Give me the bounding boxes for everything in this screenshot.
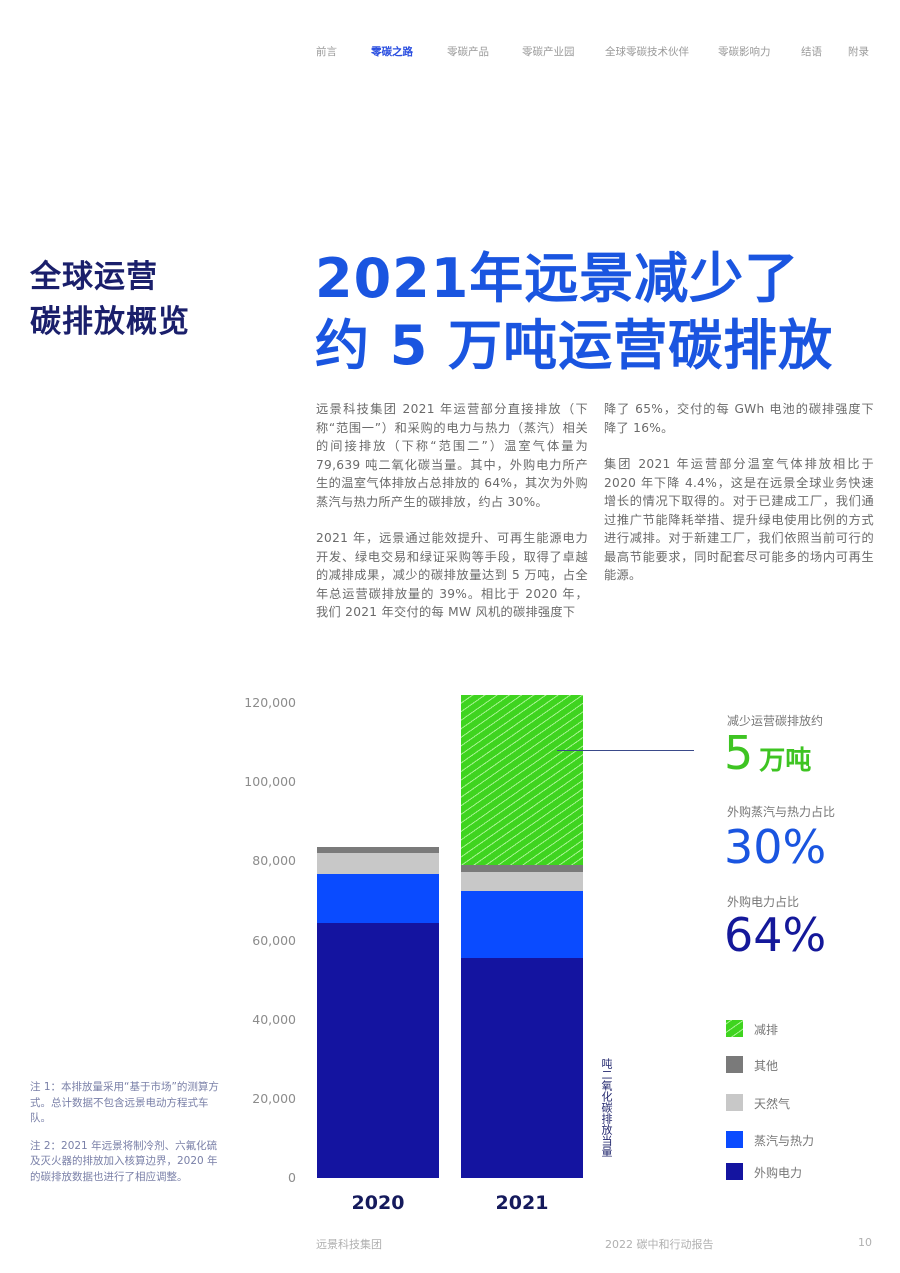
bar-segment xyxy=(317,847,439,853)
footer-company: 远景科技集团 xyxy=(316,1238,382,1251)
legend-label: 其他 xyxy=(754,1059,779,1073)
bar-segment xyxy=(461,872,583,892)
bar-segment xyxy=(461,864,583,873)
bar-2020 xyxy=(317,847,439,1178)
stat-reduction-label: 减少运营碳排放约 xyxy=(727,714,824,728)
legend-label: 减排 xyxy=(754,1023,779,1037)
x-axis-label: 2021 xyxy=(495,1192,549,1214)
y-tick-label: 0 xyxy=(288,1170,296,1185)
legend-swatch-icon xyxy=(726,1094,743,1111)
y-tick-label: 20,000 xyxy=(252,1090,296,1106)
stat-reduction-value: 5 万吨 xyxy=(724,728,811,786)
y-tick-label: 60,000 xyxy=(252,932,296,948)
nav-item[interactable]: 零碳产品 xyxy=(447,46,489,58)
stat-electricity-label: 外购电力占比 xyxy=(727,895,800,909)
stat-steam-value: 30% xyxy=(724,820,827,874)
legend-label: 蒸汽与热力 xyxy=(754,1134,815,1148)
body-paragraph: 2021 年，远景通过能效提升、可再生能源电力开发、绿电交易和绿证采购等手段，取… xyxy=(316,531,588,619)
stat-reduction-unit: 万吨 xyxy=(759,746,812,776)
stat-reduction-number: 5 xyxy=(724,726,754,780)
footnotes: 注 1：本排放量采用“基于市场”的测算方式。总计数据不包含远景电动方程式车队。 … xyxy=(30,1080,225,1197)
stat-steam-label: 外购蒸汽与热力占比 xyxy=(727,805,836,819)
y-tick-label: 40,000 xyxy=(252,1011,296,1027)
body-column-2: 降了 65%，交付的每 GWh 电池的碳排强度下降了 16%。 集团 2021 … xyxy=(604,400,874,603)
page-headline: 2021年远景减少了 约 5 万吨运营碳排放 xyxy=(315,245,833,379)
legend-label: 外购电力 xyxy=(754,1166,803,1180)
y-axis-label: 吨二氧化碳排放当量 xyxy=(600,1058,613,1157)
bar-segment xyxy=(317,873,439,923)
section-title-line2: 碳排放概览 xyxy=(30,304,190,340)
body-paragraph: 集团 2021 年运营部分温室气体排放相比于 2020 年下降 4.4%，这是在… xyxy=(604,457,874,582)
legend-label: 天然气 xyxy=(754,1097,791,1111)
bar-2021 xyxy=(461,694,583,1178)
bar-segment xyxy=(317,852,439,874)
legend-swatch-icon xyxy=(726,1163,743,1180)
footer-report-title: 2022 碳中和行动报告 xyxy=(605,1238,714,1251)
footnote-2: 注 2：2021 年远景将制冷剂、六氟化硫及灭火器的排放加入核算边界，2020 … xyxy=(30,1139,218,1183)
bar-segment xyxy=(461,957,583,1178)
nav-item[interactable]: 全球零碳技术伙伴 xyxy=(605,46,689,58)
headline-line1: 2021年远景减少了 xyxy=(315,247,800,310)
top-navigation: 前言 零碳之路 零碳产品 零碳产业园 全球零碳技术伙伴 零碳影响力 结语 附录 xyxy=(0,44,900,62)
footnote-1: 注 1：本排放量采用“基于市场”的测算方式。总计数据不包含远景电动方程式车队。 xyxy=(30,1081,219,1124)
section-title-line1: 全球运营 xyxy=(30,259,158,295)
body-paragraph: 远景科技集团 2021 年运营部分直接排放（下称“范围一”）和采购的电力与热力（… xyxy=(316,402,588,509)
headline-line2: 约 5 万吨运营碳排放 xyxy=(315,314,834,377)
body-column-1: 远景科技集团 2021 年运营部分直接排放（下称“范围一”）和采购的电力与热力（… xyxy=(316,400,588,640)
bar-segment xyxy=(461,891,583,958)
stat-electricity-value: 64% xyxy=(724,908,827,962)
x-axis-label: 2020 xyxy=(351,1192,405,1214)
footer-page-number: 10 xyxy=(858,1236,872,1249)
legend-swatch-icon xyxy=(726,1020,743,1037)
nav-item[interactable]: 零碳影响力 xyxy=(718,46,771,58)
legend-swatch-icon xyxy=(726,1131,743,1148)
nav-item[interactable]: 零碳之路 xyxy=(371,46,413,58)
bar-segment xyxy=(461,694,583,865)
bar-segment xyxy=(317,922,439,1178)
nav-item[interactable]: 零碳产业园 xyxy=(522,46,575,58)
y-tick-label: 120,000 xyxy=(244,695,296,710)
nav-item[interactable]: 前言 xyxy=(316,46,337,58)
y-tick-label: 80,000 xyxy=(252,853,296,869)
section-title: 全球运营 碳排放概览 xyxy=(30,255,190,345)
nav-item[interactable]: 结语 xyxy=(801,46,822,58)
nav-item[interactable]: 附录 xyxy=(848,46,869,58)
legend-swatch-icon xyxy=(726,1056,743,1073)
y-tick-label: 100,000 xyxy=(244,774,296,790)
annotation-leader-line xyxy=(557,750,694,751)
body-paragraph: 降了 65%，交付的每 GWh 电池的碳排强度下降了 16%。 xyxy=(604,402,874,435)
